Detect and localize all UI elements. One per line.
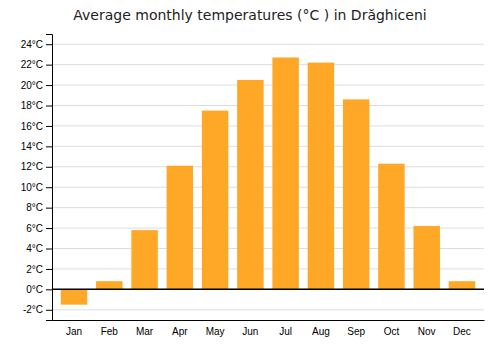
y-tick-mark xyxy=(46,228,52,229)
y-tick: 14°C xyxy=(21,141,52,152)
x-tick-label: Aug xyxy=(312,326,330,337)
y-tick-label: 14°C xyxy=(21,141,43,152)
y-tick-label: 18°C xyxy=(21,100,43,111)
y-tick: 16°C xyxy=(21,121,52,132)
bar xyxy=(96,281,122,289)
x-tick-label: Mar xyxy=(136,326,154,337)
grid-line xyxy=(52,85,484,86)
bar xyxy=(413,226,439,289)
y-tick: 10°C xyxy=(21,182,52,193)
bars xyxy=(61,57,475,304)
y-tick-label: 0°C xyxy=(26,284,43,295)
y-tick: 2°C xyxy=(26,264,52,275)
y-tick-label: 6°C xyxy=(26,223,43,234)
y-tick-label: 4°C xyxy=(26,243,43,254)
y-tick: 0°C xyxy=(26,284,52,295)
x-tick-label: Dec xyxy=(453,326,471,337)
y-tick-label: 16°C xyxy=(21,121,43,132)
x-axis-line xyxy=(53,320,485,321)
y-tick: -2°C xyxy=(23,304,52,315)
grid-line xyxy=(52,125,484,126)
y-tick-mark xyxy=(46,208,52,209)
y-tick-label: 24°C xyxy=(21,39,43,50)
y-tick-mark xyxy=(46,85,52,86)
bar xyxy=(378,164,404,290)
y-tick: 8°C xyxy=(26,202,52,213)
y-tick-mark xyxy=(46,289,52,290)
x-tick: Apr xyxy=(172,326,188,337)
y-tick: 4°C xyxy=(26,243,52,254)
y-tick-label: 2°C xyxy=(26,264,43,275)
title: Average monthly temperatures (°C ) in Dr… xyxy=(73,7,426,23)
y-tick-mark xyxy=(46,310,52,311)
x-tick: Feb xyxy=(101,326,119,337)
x-tick: Nov xyxy=(418,326,436,337)
x-tick-label: May xyxy=(206,326,225,337)
y-tick: 18°C xyxy=(21,100,52,111)
y-tick-mark xyxy=(46,65,52,66)
y-tick: 6°C xyxy=(26,223,52,234)
y-tick-mark xyxy=(46,126,52,127)
x-tick-label: Jul xyxy=(279,326,292,337)
bar xyxy=(272,57,298,289)
x-axis: Jan Feb Mar Apr May Jun Jul Aug Sep Oct Nov Dec xyxy=(53,321,485,338)
y-tick: 22°C xyxy=(21,59,52,70)
y-tick: 12°C xyxy=(21,161,52,172)
x-tick: Aug xyxy=(312,326,330,337)
y-axis: -2°C 0°C 2°C 4°C 6°C 8°C 10°C 12°C 14°C 16°C 18°C 2… xyxy=(21,35,53,321)
bar xyxy=(237,80,263,289)
grid-line xyxy=(52,166,484,167)
x-tick: Jul xyxy=(279,326,292,337)
bar xyxy=(202,111,228,290)
x-tick: Oct xyxy=(384,326,400,337)
bar xyxy=(343,99,369,289)
y-tick-label: 22°C xyxy=(21,59,43,70)
bar xyxy=(167,166,193,290)
y-tick-mark xyxy=(46,249,52,250)
x-tick-label: Feb xyxy=(101,326,119,337)
x-tick: Jan xyxy=(66,326,82,337)
y-tick-label: 20°C xyxy=(21,80,43,91)
x-tick-label: Apr xyxy=(172,326,188,337)
bar xyxy=(308,63,334,290)
zero-line xyxy=(52,289,484,291)
grid-line xyxy=(52,309,484,310)
x-tick: Dec xyxy=(453,326,471,337)
y-tick-label: 8°C xyxy=(26,202,43,213)
chart: Average monthly temperatures (°C ) in Dr… xyxy=(0,0,500,350)
y-tick-mark xyxy=(46,106,52,107)
x-tick: Mar xyxy=(136,326,154,337)
grid-line xyxy=(52,64,484,65)
y-tick-mark xyxy=(46,269,52,270)
y-tick-mark xyxy=(46,146,52,147)
bar xyxy=(61,289,87,304)
y-tick-mark xyxy=(46,167,52,168)
x-tick-label: Jan xyxy=(66,326,82,337)
x-tick: May xyxy=(206,326,225,337)
grid-line xyxy=(52,146,484,147)
y-tick-label: 12°C xyxy=(21,161,43,172)
x-tick-label: Nov xyxy=(418,326,436,337)
y-tick-mark xyxy=(46,44,52,45)
grid-line xyxy=(52,44,484,45)
grid xyxy=(52,44,484,310)
plot: -2°C 0°C 2°C 4°C 6°C 8°C 10°C 12°C 14°C 16°C 18°C 2… xyxy=(21,35,485,338)
grid-line xyxy=(52,207,484,208)
y-tick-mark xyxy=(46,187,52,188)
y-tick: 20°C xyxy=(21,80,52,91)
x-tick-label: Sep xyxy=(347,326,365,337)
x-tick: Sep xyxy=(347,326,365,337)
y-tick-label: 10°C xyxy=(21,182,43,193)
x-tick: Jun xyxy=(242,326,258,337)
bar xyxy=(449,281,475,289)
x-tick-label: Jun xyxy=(242,326,258,337)
grid-line xyxy=(52,289,484,290)
y-tick: 24°C xyxy=(21,39,52,50)
bar xyxy=(131,230,157,289)
grid-line xyxy=(52,187,484,188)
y-tick-label: -2°C xyxy=(23,304,43,315)
x-tick-label: Oct xyxy=(384,326,400,337)
y-axis-line xyxy=(46,35,53,321)
grid-line xyxy=(52,105,484,106)
